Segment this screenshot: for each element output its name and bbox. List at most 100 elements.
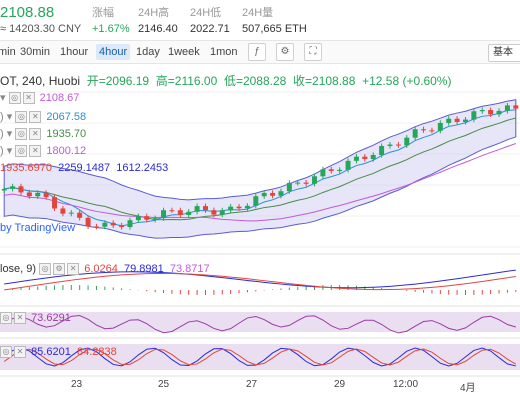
ma-mid-line <box>4 117 516 221</box>
k-line <box>3 347 516 367</box>
stat-label: 24H高 <box>138 7 170 19</box>
candle <box>345 160 351 170</box>
stat-label: 24H低 <box>190 7 222 19</box>
close-icon[interactable]: ✕ <box>29 111 42 124</box>
ohlc-readout: OT, 240, Huobi 开=2096.19 高=2116.00 低=208… <box>0 72 451 89</box>
ma-fast-line <box>4 109 516 227</box>
macd-value: 6.0264 <box>84 263 118 275</box>
fullscreen-icon[interactable]: ⛶ <box>304 43 322 61</box>
candle <box>93 226 99 228</box>
candle <box>488 110 494 115</box>
boll-upper: 2259.1487 <box>58 162 111 174</box>
candle <box>177 210 183 215</box>
candle <box>270 192 276 196</box>
boll-lower: 1612.2453 <box>116 162 169 174</box>
x-tick: 29 <box>334 379 346 390</box>
x-tick: 12:00 <box>393 379 419 390</box>
tf-30min[interactable]: 30min <box>20 46 50 58</box>
change-value: +12.58 (+0.60%) <box>362 74 452 88</box>
kdj-pane <box>0 344 520 370</box>
tf-min[interactable]: min <box>0 46 16 58</box>
candle <box>479 110 485 112</box>
candle <box>437 122 443 131</box>
ma-slow-line <box>4 143 516 222</box>
candle <box>353 156 359 161</box>
tf-1day[interactable]: 1day <box>136 46 160 58</box>
eye-icon[interactable]: ◎ <box>0 312 12 325</box>
cny-price: ≈ 14203.30 CNY <box>0 23 82 35</box>
indicator-icon[interactable]: ƒ <box>248 43 266 61</box>
candle <box>144 216 150 220</box>
candles <box>1 102 519 230</box>
eye-icon[interactable]: ◎ <box>8 92 21 105</box>
x-tick: 4月 <box>460 383 476 394</box>
eye-icon[interactable]: ◎ <box>15 145 28 158</box>
candle <box>395 144 401 146</box>
kdj-value: 84.2838 <box>76 346 117 358</box>
open-value: 开=2096.19 <box>86 74 150 88</box>
macd-label: lose, 9) <box>0 263 37 275</box>
eye-icon[interactable]: ◎ <box>39 263 52 276</box>
close-value: 收=2108.88 <box>293 74 356 88</box>
close-icon[interactable]: ✕ <box>29 145 42 158</box>
close-icon[interactable]: ✕ <box>14 312 26 325</box>
candle <box>68 212 74 214</box>
tf-1mon[interactable]: 1mon <box>210 46 238 58</box>
boll-mid: 1935.6970 <box>0 162 52 174</box>
candle <box>236 206 242 209</box>
stat-volume: 24H量 507,665 ETH <box>242 4 307 35</box>
settings-icon[interactable]: ⚙ <box>53 263 66 276</box>
candle <box>186 211 192 215</box>
candle <box>228 206 234 211</box>
candle <box>202 206 208 211</box>
stat-value: +1.67% <box>92 23 130 35</box>
candle <box>446 118 452 123</box>
candle <box>421 129 427 131</box>
eye-icon[interactable]: ◎ <box>15 128 28 141</box>
candle <box>496 110 502 115</box>
candle <box>404 137 410 146</box>
signal-line <box>4 272 516 291</box>
candle <box>161 210 167 219</box>
stat-high: 24H高 2146.40 <box>138 4 178 35</box>
bollinger-band <box>3 99 517 239</box>
stat-change: 涨幅 +1.67% <box>92 4 130 35</box>
close-icon[interactable]: ✕ <box>14 346 26 359</box>
legend-row-ma3: ) ▾ ◎ ✕ 1800.12 <box>0 145 87 158</box>
eye-icon[interactable]: ◎ <box>15 111 28 124</box>
tf-1week[interactable]: 1week <box>168 46 200 58</box>
kdj-value: 85.6201 <box>31 346 71 358</box>
candle <box>362 156 368 160</box>
ticker-header: 2108.88 ≈ 14203.30 CNY 涨幅 +1.67% 24H高 21… <box>0 0 520 40</box>
candle <box>412 129 418 138</box>
candle <box>387 144 393 146</box>
price-chart[interactable] <box>0 62 520 378</box>
candle <box>337 169 343 172</box>
tf-4hour[interactable]: 4hour <box>96 44 131 60</box>
candle <box>219 210 225 215</box>
candle <box>135 216 141 221</box>
candle <box>286 182 292 192</box>
candle <box>320 169 326 177</box>
candle <box>379 145 385 156</box>
eye-icon[interactable]: ◎ <box>0 346 12 359</box>
settings-icon[interactable]: ⚙ <box>276 43 294 61</box>
lang-button[interactable]: 基本 <box>488 44 520 62</box>
candle <box>429 130 435 132</box>
candle <box>504 105 510 111</box>
tf-1hour[interactable]: 1hour <box>60 46 89 58</box>
close-icon[interactable]: ✕ <box>22 92 35 105</box>
x-tick: 23 <box>71 379 83 390</box>
close-icon[interactable]: ✕ <box>29 128 42 141</box>
rsi-line <box>3 315 516 334</box>
rsi-band <box>0 312 520 332</box>
close-icon[interactable]: ✕ <box>67 263 80 276</box>
candle <box>278 191 284 196</box>
candle <box>10 186 16 189</box>
candle <box>43 192 49 198</box>
legend-row-macd: lose, 9) ◎ ⚙ ✕ 6.0264 79.8981 73.8717 <box>0 263 210 276</box>
macd-value: 79.8981 <box>123 263 164 275</box>
candle <box>152 218 158 220</box>
candle <box>35 192 41 197</box>
stat-low: 24H低 2022.71 <box>190 4 230 35</box>
